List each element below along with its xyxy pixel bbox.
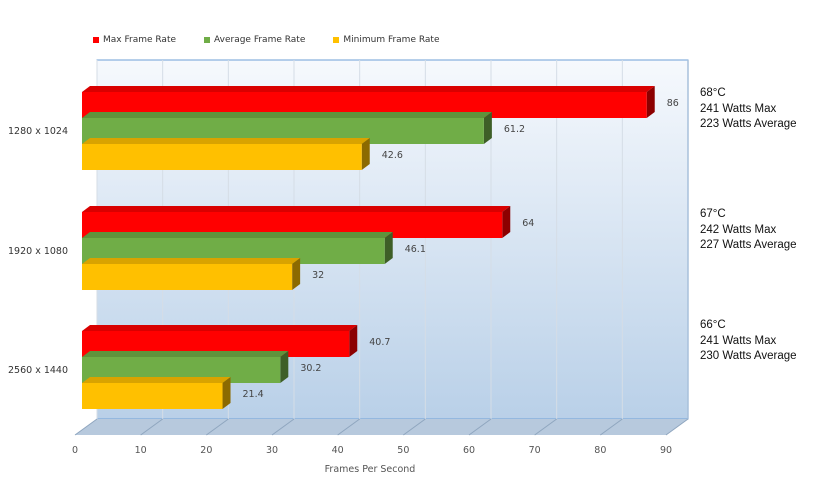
data-label: 40.7 <box>369 337 390 348</box>
legend-item: Minimum Frame Rate <box>333 35 439 45</box>
y-tick-label: 1280 x 1024 <box>8 126 68 137</box>
bar-side <box>384 232 393 264</box>
floor-gridline <box>534 418 557 436</box>
floor-gridline <box>74 418 98 436</box>
annotation-line: 241 Watts Max <box>700 334 777 347</box>
annotation-line: 241 Watts Max <box>700 102 777 115</box>
floor-gridline <box>271 418 295 436</box>
annotation-line: 66°C <box>700 319 726 331</box>
bar-top <box>82 86 655 92</box>
bar <box>82 264 293 290</box>
annotation-line: 223 Watts Average <box>700 118 797 130</box>
x-tick-label: 40 <box>332 445 344 456</box>
bar-top <box>82 232 393 238</box>
bar-top <box>82 258 301 264</box>
bar-top <box>82 377 231 383</box>
x-axis-title: Frames Per Second <box>325 464 416 475</box>
bar-side <box>292 258 301 290</box>
data-label: 64 <box>522 218 534 229</box>
legend-label: Minimum Frame Rate <box>343 35 440 45</box>
bar-side <box>280 351 289 383</box>
data-label: 86 <box>667 98 679 109</box>
legend-label: Average Frame Rate <box>214 35 306 45</box>
x-tick-label: 20 <box>200 445 212 456</box>
floor-gridline <box>206 418 229 436</box>
x-tick-label: 0 <box>72 445 78 456</box>
bar-side <box>502 206 511 238</box>
bar-top <box>82 112 492 118</box>
y-tick-label: 2560 x 1440 <box>8 365 68 376</box>
floor-gridline <box>140 418 163 436</box>
annotation-block: 66°C 241 Watts Max 230 Watts Average <box>700 318 797 365</box>
annotation-line: 227 Watts Average <box>700 239 797 251</box>
bar-side <box>361 138 370 170</box>
bar-top <box>82 325 358 331</box>
floor-gridline <box>665 418 689 436</box>
floor-gridline <box>403 418 426 436</box>
legend: Max Frame Rate Average Frame Rate Minimum … <box>93 35 439 45</box>
floor-gridline <box>600 418 623 436</box>
x-tick-label: 80 <box>594 445 606 456</box>
x-tick-label: 70 <box>529 445 541 456</box>
annotation-line: 68°C <box>700 87 726 99</box>
legend-item: Average Frame Rate <box>204 35 305 45</box>
y-tick-label: 1920 x 1080 <box>8 246 68 257</box>
x-tick-label: 90 <box>660 445 672 456</box>
x-tick-label: 10 <box>135 445 147 456</box>
legend-swatch <box>93 37 99 43</box>
bar-top <box>82 351 289 357</box>
bar <box>82 383 223 409</box>
bar <box>82 144 362 170</box>
data-label: 21.4 <box>243 389 264 400</box>
plot-floor <box>75 419 688 435</box>
annotation-line: 242 Watts Max <box>700 223 777 236</box>
legend-swatch <box>204 37 211 43</box>
bar-top <box>82 138 370 144</box>
legend-item: Max Frame Rate <box>93 35 176 45</box>
data-label: 61.2 <box>504 124 525 135</box>
floor-gridline <box>468 418 492 436</box>
bar-side <box>222 377 231 409</box>
data-label: 46.1 <box>405 244 426 255</box>
bar-top <box>82 206 511 212</box>
legend-label: Max Frame Rate <box>103 35 177 45</box>
x-tick-label: 30 <box>266 445 278 456</box>
data-label: 42.6 <box>382 150 403 161</box>
x-tick-label: 60 <box>463 445 475 456</box>
data-label: 32 <box>312 270 324 281</box>
annotation-block: 68°C 241 Watts Max 223 Watts Average <box>700 86 797 133</box>
bar-side <box>646 86 655 118</box>
annotation-line: 230 Watts Average <box>700 350 797 362</box>
data-label: 30.2 <box>300 363 321 374</box>
floor-gridline <box>337 418 360 436</box>
bar-side <box>483 112 492 144</box>
annotation-block: 67°C 242 Watts Max 227 Watts Average <box>700 207 797 254</box>
bar-side <box>349 325 358 357</box>
x-tick-label: 50 <box>397 445 409 456</box>
legend-swatch <box>333 37 340 43</box>
annotation-line: 67°C <box>700 208 726 220</box>
